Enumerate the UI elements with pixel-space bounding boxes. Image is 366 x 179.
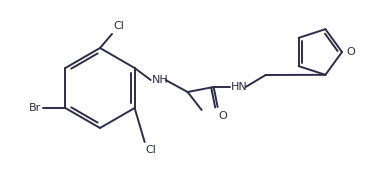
Text: Br: Br [29, 103, 41, 113]
Text: Cl: Cl [146, 145, 157, 155]
Text: HN: HN [231, 82, 247, 92]
Text: O: O [219, 111, 227, 121]
Text: NH: NH [152, 75, 168, 85]
Text: O: O [346, 47, 355, 57]
Text: Cl: Cl [113, 21, 124, 31]
